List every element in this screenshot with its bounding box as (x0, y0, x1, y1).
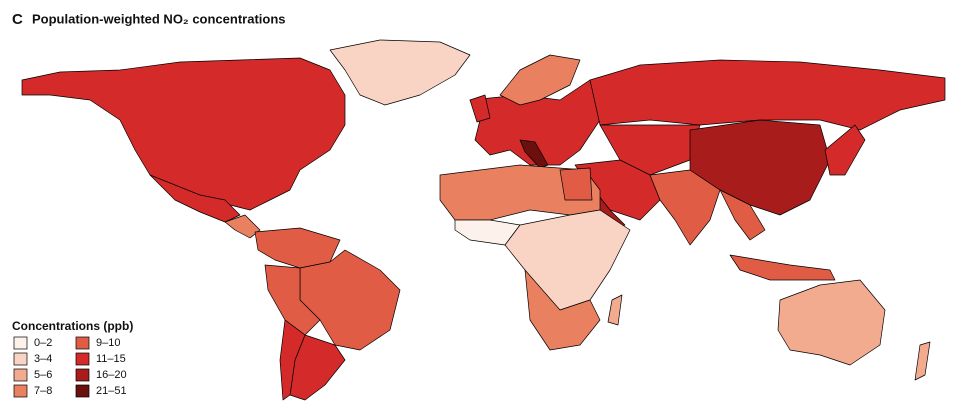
legend-swatch (75, 352, 90, 366)
scandinavia (499, 54, 581, 106)
legend-label: 21–51 (96, 385, 127, 397)
northern-south-america (254, 227, 341, 269)
new-zealand (914, 341, 931, 381)
australia (777, 279, 886, 366)
legend-swatch (75, 384, 90, 398)
legend-label: 7–8 (34, 385, 52, 397)
europe (469, 79, 601, 166)
east-asia (824, 124, 866, 176)
legend-swatch (75, 336, 90, 350)
legend-swatch (13, 384, 28, 398)
legend-swatch (13, 336, 28, 350)
russia (589, 59, 946, 131)
north-america (21, 57, 346, 211)
legend-title: Concentrations (ppb) (12, 319, 133, 333)
greenland (329, 39, 471, 106)
madagascar (607, 294, 623, 326)
indonesia (729, 254, 836, 281)
legend-swatch (13, 368, 28, 382)
legend-label: 5–6 (34, 369, 52, 381)
brazil (299, 249, 401, 351)
panel-label: C (12, 11, 23, 28)
legend-swatch (13, 352, 28, 366)
map-title: Population-weighted NO₂ concentrations (32, 11, 286, 26)
southern-africa (524, 269, 601, 351)
central-east-africa (504, 209, 631, 311)
legend-swatch (75, 368, 90, 382)
legend-label: 11–15 (96, 353, 126, 365)
legend-label: 16–20 (96, 369, 127, 381)
legend-label: 9–10 (96, 337, 120, 349)
legend: Concentrations (ppb) 0–2 3–4 5–6 7–8 9–10 11–… (12, 319, 133, 398)
egypt (559, 167, 593, 201)
legend-label: 0–2 (34, 337, 52, 349)
mexico (149, 174, 241, 223)
legend-label: 3–4 (34, 353, 52, 365)
andes (264, 264, 321, 336)
china (689, 119, 831, 216)
chile (279, 319, 306, 401)
southeast-asia (719, 189, 766, 241)
map-regions (21, 39, 946, 401)
uk (469, 94, 491, 123)
